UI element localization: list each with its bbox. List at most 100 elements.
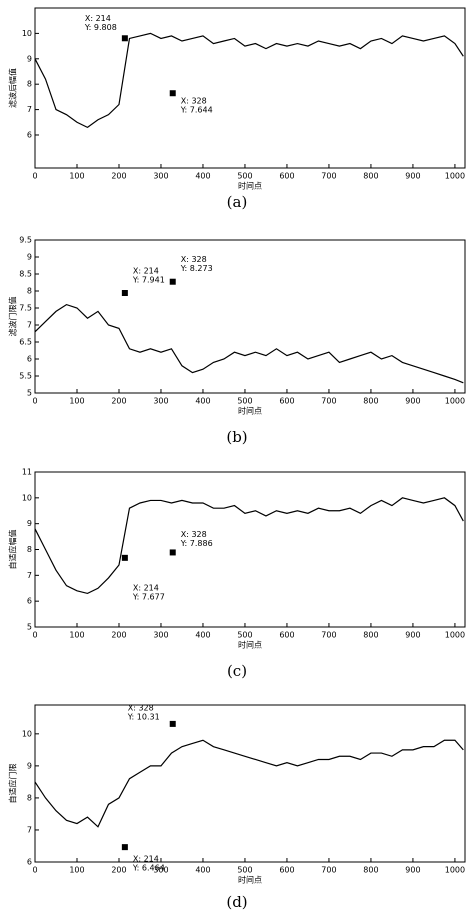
y-axis-label: 自适应幅值 bbox=[8, 530, 18, 570]
annotation-marker bbox=[121, 290, 128, 297]
plot-frame bbox=[34, 704, 466, 863]
x-axis-label: 时间点 bbox=[238, 181, 262, 191]
annotation-marker bbox=[121, 554, 128, 561]
x-tick-label: 100 bbox=[69, 172, 84, 181]
x-tick-label: 300 bbox=[153, 172, 168, 181]
annotation-y: Y: 10.31 bbox=[127, 712, 160, 721]
annotation-y: Y: 7.644 bbox=[180, 106, 213, 115]
x-tick-label: 700 bbox=[321, 866, 336, 875]
annotation-x: X: 328 bbox=[128, 703, 154, 712]
annotation-marker bbox=[121, 35, 128, 42]
y-axis-label: 自适应门限 bbox=[8, 764, 18, 804]
x-tick-label: 600 bbox=[279, 397, 294, 406]
data-line bbox=[34, 497, 464, 595]
plot-frame bbox=[34, 7, 466, 169]
x-tick-label: 500 bbox=[237, 172, 252, 181]
x-tick-label: 400 bbox=[195, 397, 210, 406]
x-tick-label: 600 bbox=[279, 866, 294, 875]
x-tick-label: 400 bbox=[195, 866, 210, 875]
y-tick-label: 9 bbox=[27, 761, 32, 770]
y-tick-label: 7.5 bbox=[19, 304, 32, 313]
annotation-marker bbox=[121, 844, 128, 851]
y-tick-label: 10 bbox=[22, 493, 32, 502]
x-tick-label: 300 bbox=[153, 866, 168, 875]
annotation-y: Y: 9.808 bbox=[84, 23, 117, 32]
x-tick-label: 0 bbox=[32, 172, 37, 181]
x-tick-label: 500 bbox=[237, 631, 252, 640]
y-tick-label: 10 bbox=[22, 29, 32, 38]
x-tick-label: 400 bbox=[195, 631, 210, 640]
y-tick-label: 8 bbox=[27, 793, 32, 802]
annotation-marker bbox=[169, 549, 176, 556]
x-tick-label: 0 bbox=[32, 631, 37, 640]
x-tick-label: 900 bbox=[405, 866, 420, 875]
annotation-x: X: 328 bbox=[181, 530, 207, 539]
annotation-y: Y: 7.677 bbox=[132, 592, 165, 601]
annotation-x: X: 328 bbox=[181, 255, 207, 264]
x-tick-label: 800 bbox=[363, 866, 378, 875]
x-tick-label: 600 bbox=[279, 172, 294, 181]
x-tick-label: 100 bbox=[69, 397, 84, 406]
y-tick-label: 5 bbox=[27, 389, 32, 398]
x-tick-label: 1000 bbox=[445, 172, 465, 181]
x-tick-label: 0 bbox=[32, 866, 37, 875]
annotation-x: X: 328 bbox=[181, 97, 207, 106]
x-tick-label: 200 bbox=[111, 172, 126, 181]
x-tick-label: 500 bbox=[237, 866, 252, 875]
y-tick-label: 6 bbox=[27, 130, 32, 139]
x-tick-label: 900 bbox=[405, 631, 420, 640]
y-tick-label: 6 bbox=[27, 858, 32, 867]
y-tick-label: 6 bbox=[27, 355, 32, 364]
y-tick-label: 8.5 bbox=[19, 270, 32, 279]
caption: (b) bbox=[226, 428, 247, 446]
x-tick-label: 500 bbox=[237, 397, 252, 406]
annotation-y: Y: 7.886 bbox=[180, 539, 213, 548]
data-line bbox=[34, 739, 464, 828]
y-tick-label: 11 bbox=[22, 468, 32, 477]
x-tick-label: 1000 bbox=[445, 631, 465, 640]
y-tick-label: 9 bbox=[27, 54, 32, 63]
x-tick-label: 300 bbox=[153, 631, 168, 640]
x-tick-label: 400 bbox=[195, 172, 210, 181]
x-tick-label: 0 bbox=[32, 397, 37, 406]
x-axis-label: 时间点 bbox=[238, 406, 262, 416]
x-tick-label: 700 bbox=[321, 172, 336, 181]
caption: (a) bbox=[227, 193, 248, 211]
annotation-x: X: 214 bbox=[133, 267, 159, 276]
data-line bbox=[34, 303, 464, 384]
x-tick-label: 300 bbox=[153, 397, 168, 406]
y-tick-label: 10 bbox=[22, 729, 32, 738]
annotation-y: Y: 8.273 bbox=[180, 264, 213, 273]
annotation-marker bbox=[169, 720, 176, 727]
y-tick-label: 9 bbox=[27, 519, 32, 528]
annotation-y: Y: 6.464 bbox=[132, 864, 165, 873]
y-axis-label: 滤波门限值 bbox=[8, 297, 18, 337]
annotation-y: Y: 7.941 bbox=[132, 276, 165, 285]
x-tick-label: 200 bbox=[111, 631, 126, 640]
caption: (c) bbox=[227, 662, 247, 680]
y-tick-label: 8 bbox=[27, 287, 32, 296]
data-line bbox=[34, 32, 464, 129]
y-tick-label: 7 bbox=[27, 825, 32, 834]
y-axis-label: 滤波后幅值 bbox=[8, 68, 18, 108]
x-tick-label: 100 bbox=[69, 631, 84, 640]
y-tick-label: 8 bbox=[27, 80, 32, 89]
y-tick-label: 8 bbox=[27, 545, 32, 554]
x-tick-label: 700 bbox=[321, 631, 336, 640]
plot-frame bbox=[34, 239, 466, 394]
x-tick-label: 1000 bbox=[445, 397, 465, 406]
x-tick-label: 800 bbox=[363, 172, 378, 181]
y-tick-label: 5.5 bbox=[19, 372, 32, 381]
plot-frame bbox=[34, 471, 466, 628]
x-tick-label: 800 bbox=[363, 631, 378, 640]
x-tick-label: 1000 bbox=[445, 866, 465, 875]
annotation-x: X: 214 bbox=[133, 855, 159, 864]
annotation-marker bbox=[169, 278, 176, 285]
x-tick-label: 800 bbox=[363, 397, 378, 406]
x-axis-label: 时间点 bbox=[238, 640, 262, 650]
annotation-x: X: 214 bbox=[85, 14, 111, 23]
y-tick-label: 7 bbox=[27, 321, 32, 330]
y-tick-label: 6.5 bbox=[19, 338, 32, 347]
x-tick-label: 900 bbox=[405, 397, 420, 406]
